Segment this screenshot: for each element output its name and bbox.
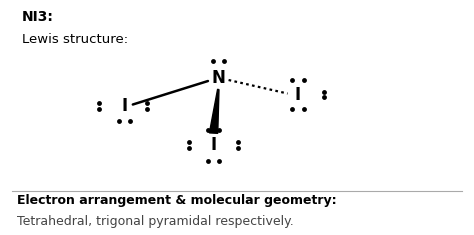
Text: N: N [211,70,225,87]
Text: Electron arrangement & molecular geometry:: Electron arrangement & molecular geometr… [17,194,337,207]
Text: I: I [210,136,217,154]
Text: I: I [121,97,128,115]
Text: Lewis structure:: Lewis structure: [21,33,128,46]
Text: Tetrahedral, trigonal pyramidal respectively.: Tetrahedral, trigonal pyramidal respecti… [17,215,293,228]
Text: NI3:: NI3: [21,10,54,24]
Text: I: I [295,86,301,104]
Polygon shape [210,90,219,133]
